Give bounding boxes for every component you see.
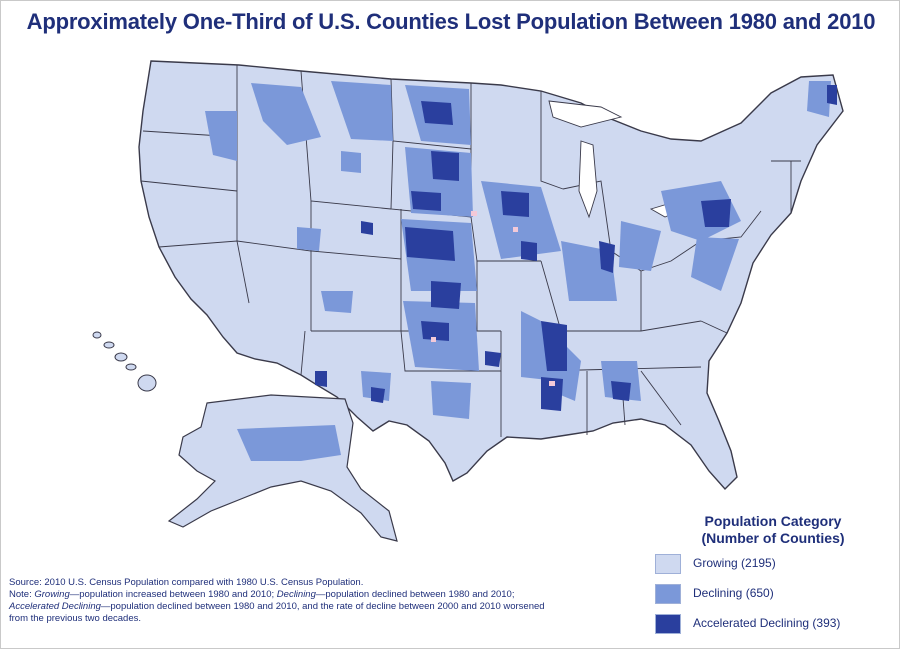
- growing-term: Growing: [34, 589, 70, 600]
- legend-heading: Population Category (Number of Counties): [653, 513, 893, 547]
- accelerated-text: —population declined between 1980 and 20…: [100, 601, 545, 612]
- us-county-map: [92, 60, 844, 542]
- source-note: Source: 2010 U.S. Census Population comp…: [9, 577, 649, 625]
- highlight-specks: [431, 211, 555, 386]
- legend-item-declining: Declining (650): [653, 581, 893, 607]
- accelerated-term: Accelerated Declining: [9, 601, 101, 612]
- growing-text: —population increased between 1980 and 2…: [69, 589, 277, 600]
- legend-heading-line2: (Number of Counties): [701, 530, 845, 546]
- note-line-1: Note: Growing—population increased betwe…: [9, 589, 649, 601]
- legend-label-accelerated: Accelerated Declining (393): [693, 616, 841, 630]
- map-title: Approximately One-Third of U.S. Counties…: [26, 9, 876, 34]
- legend-item-growing: Growing (2195): [653, 551, 893, 577]
- hawaii-shapes: [92, 331, 157, 392]
- swatch-growing: [655, 554, 681, 574]
- legend-label-growing: Growing (2195): [693, 556, 776, 570]
- declining-term: Declining: [276, 589, 316, 600]
- lake-michigan: [578, 140, 598, 219]
- swatch-declining: [655, 584, 681, 604]
- map-area: [1, 41, 900, 601]
- note-prefix: Note:: [9, 589, 35, 600]
- alaska-declining-area: [237, 425, 341, 461]
- note-line-2: Accelerated Declining—population decline…: [9, 601, 649, 613]
- legend: Population Category (Number of Counties)…: [653, 513, 893, 637]
- source-line: Source: 2010 U.S. Census Population comp…: [9, 577, 364, 588]
- legend-heading-line1: Population Category: [704, 513, 842, 529]
- legend-label-declining: Declining (650): [693, 586, 774, 600]
- accelerated-declining-areas: [315, 85, 837, 411]
- legend-item-accelerated: Accelerated Declining (393): [653, 611, 893, 637]
- declining-text: —population declined between 1980 and 20…: [315, 589, 515, 600]
- swatch-accelerated: [655, 614, 681, 634]
- lake-superior: [548, 100, 623, 128]
- note-line-3: from the previous two decades.: [9, 613, 142, 624]
- alaska-shape: [167, 394, 398, 542]
